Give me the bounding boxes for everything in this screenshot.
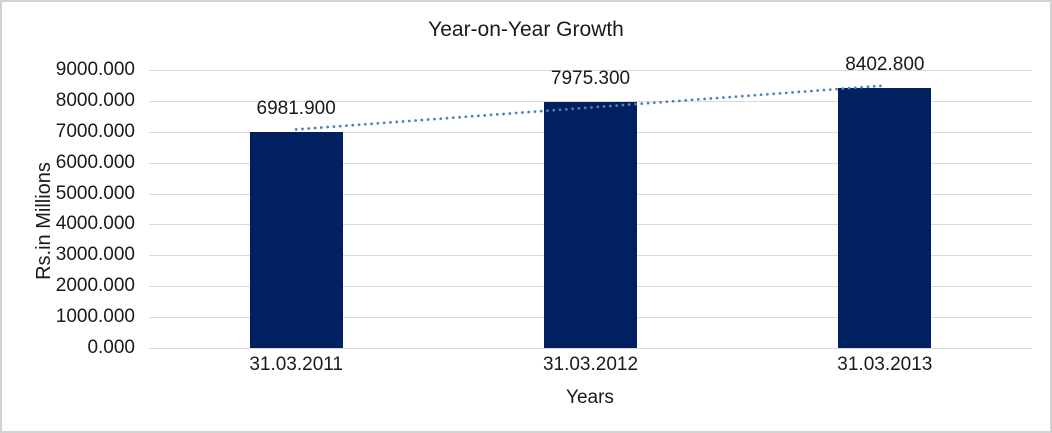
bar-data-label: 8402.800 <box>845 54 925 76</box>
x-tick-label: 31.03.2013 <box>837 354 933 375</box>
bar-31.03.2011 <box>249 132 343 348</box>
x-tick-label: 31.03.2011 <box>249 354 343 375</box>
y-tick-label: 5000.000 <box>55 182 135 204</box>
bar-31.03.2012 <box>544 101 637 348</box>
x-tick-label: 31.03.2012 <box>542 354 639 375</box>
y-tick-label: 7000.000 <box>55 120 135 142</box>
y-tick-label: 1000.000 <box>55 306 135 328</box>
y-tick-label: 9000.000 <box>55 59 135 80</box>
plot-area <box>149 70 1032 349</box>
x-axis-title: Years <box>566 387 614 408</box>
y-tick-label: 2000.000 <box>55 275 135 297</box>
bar-data-label: 7975.300 <box>550 67 631 89</box>
y-axis-title: Rs.in Millions <box>33 162 55 280</box>
y-tick-label: 8000.000 <box>55 89 135 111</box>
y-tick-label: 6000.000 <box>55 151 135 173</box>
y-tick-label: 3000.000 <box>55 244 135 266</box>
gridline <box>149 70 1032 71</box>
y-tick-label: 0.000 <box>87 337 135 358</box>
gridline <box>149 100 1032 102</box>
trendline <box>294 84 887 131</box>
bar-data-label: 6981.900 <box>256 98 336 120</box>
chart-title: Year-on-Year Growth <box>428 18 624 41</box>
bar-31.03.2013 <box>838 88 932 348</box>
gridline <box>149 348 1032 349</box>
y-tick-label: 4000.000 <box>55 213 135 235</box>
